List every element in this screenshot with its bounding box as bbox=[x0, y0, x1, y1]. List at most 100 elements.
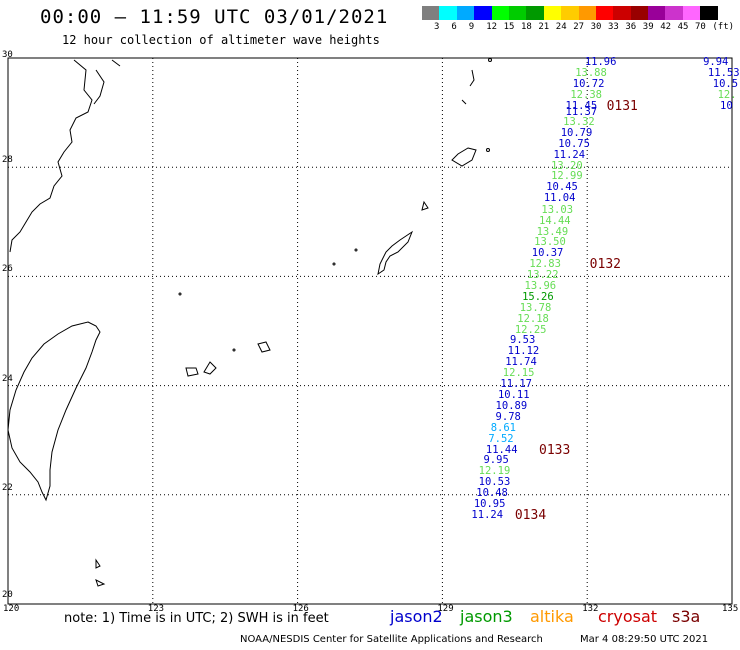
color-scale-label: 21 bbox=[538, 22, 550, 32]
islet bbox=[232, 348, 236, 352]
wave-height-label: 10.79 bbox=[560, 127, 593, 140]
color-swatch bbox=[682, 6, 701, 20]
color-scale-label: 9 bbox=[468, 22, 475, 32]
color-swatch bbox=[491, 6, 509, 20]
color-scale-label: 70 bbox=[695, 22, 706, 32]
map-grid bbox=[7, 57, 733, 605]
color-swatch bbox=[508, 6, 527, 20]
wave-height-label: 10.72 bbox=[572, 78, 605, 91]
wave-height-label: 8.61 bbox=[490, 422, 517, 435]
wave-height-label: 11.04 bbox=[543, 192, 576, 205]
okinawa-island bbox=[377, 230, 414, 276]
map-frame bbox=[7, 57, 733, 605]
x-tick-label: 135 bbox=[722, 604, 739, 614]
wave-height-label: 15.26 bbox=[522, 291, 554, 304]
wave-height-label: 12.18 bbox=[517, 312, 549, 325]
islet bbox=[332, 262, 336, 266]
color-scale-label: 45 bbox=[677, 22, 689, 32]
color-swatch bbox=[474, 6, 492, 20]
ishigaki-island bbox=[203, 361, 217, 375]
x-tick-label: 120 bbox=[3, 604, 20, 614]
color-swatch bbox=[613, 6, 631, 20]
wave-height-label: 12. bbox=[717, 88, 737, 101]
wave-height-label: 9.95 bbox=[483, 454, 509, 467]
wave-height-label: 13.20 bbox=[551, 160, 583, 173]
timestamp: Mar 4 08:29:50 UTC 2021 bbox=[580, 634, 709, 645]
x-tick-label: 126 bbox=[292, 604, 309, 614]
wave-height-label: 11.12 bbox=[507, 345, 540, 358]
color-swatch bbox=[422, 6, 440, 20]
color-swatch bbox=[700, 6, 718, 20]
color-scale-label: 27 bbox=[573, 22, 585, 32]
color-scale-label: 18 bbox=[521, 22, 532, 32]
color-swatch bbox=[630, 6, 649, 20]
color-scale-label: 3 bbox=[434, 22, 440, 32]
wave-height-label: 12.25 bbox=[514, 323, 547, 336]
wave-height-label: 12.99 bbox=[551, 170, 583, 183]
color-scale-label: 15 bbox=[503, 22, 515, 32]
x-tick-label: 129 bbox=[437, 604, 454, 614]
wave-height-label: 10.11 bbox=[497, 388, 530, 401]
wave-height-label: 13.88 bbox=[575, 67, 607, 80]
color-scale-bar bbox=[422, 6, 718, 20]
lanyu-island bbox=[95, 558, 101, 569]
color-swatch bbox=[595, 6, 614, 20]
islet bbox=[178, 292, 182, 296]
color-scale-label: 12 bbox=[486, 22, 498, 32]
coastlines bbox=[7, 58, 492, 587]
wave-height-label: 13.22 bbox=[526, 268, 559, 281]
kyushu-coast bbox=[9, 59, 121, 253]
wave-height-label: 9.94 bbox=[703, 55, 729, 68]
green-island bbox=[95, 579, 106, 587]
pass-id-label: 0131 bbox=[606, 99, 638, 115]
satellite-name: altika bbox=[530, 607, 574, 626]
wave-height-label: 11.24 bbox=[471, 509, 504, 521]
color-swatch bbox=[456, 6, 475, 20]
y-tick-label: 24 bbox=[2, 373, 13, 384]
page-subtitle: 12 hour collection of altimeter wave hei… bbox=[62, 33, 380, 47]
color-swatch bbox=[439, 6, 457, 20]
wave-height-label: 10.89 bbox=[495, 399, 528, 412]
wave-height-label: 13.96 bbox=[524, 279, 557, 292]
wave-height-label: 13.50 bbox=[534, 236, 566, 248]
wave-height-label: 10.48 bbox=[476, 487, 508, 500]
y-tick-label: 22 bbox=[2, 482, 13, 493]
wave-height-label: 11.37 bbox=[565, 105, 598, 118]
yakushima bbox=[461, 99, 467, 105]
wave-height-label: 11.24 bbox=[553, 149, 586, 162]
color-scale-label: 24 bbox=[555, 22, 567, 32]
taiwan-island bbox=[7, 321, 101, 502]
wave-height-label: 11.96 bbox=[584, 55, 617, 68]
color-swatch bbox=[561, 6, 579, 20]
satellite-name: jason3 bbox=[460, 607, 513, 626]
wave-height-label: 11.74 bbox=[505, 356, 537, 369]
color-scale-label: 36 bbox=[625, 22, 637, 32]
color-scale-label: 33 bbox=[608, 22, 619, 32]
pass-id-label: 0132 bbox=[589, 256, 621, 272]
wave-height-label: 10.95 bbox=[473, 498, 506, 511]
tanegashima bbox=[469, 69, 475, 87]
wave-height-label: 11.17 bbox=[500, 377, 532, 390]
x-tick-label: 132 bbox=[582, 604, 599, 614]
wave-height-label: 10.45 bbox=[546, 181, 578, 194]
y-tick-label: 30 bbox=[2, 50, 13, 60]
wave-height-label: 11.44 bbox=[485, 444, 518, 457]
satellite-name: jason2 bbox=[390, 607, 443, 626]
color-swatch bbox=[526, 6, 544, 20]
pass-id-label: 0134 bbox=[514, 508, 547, 523]
color-scale-label: 39 bbox=[642, 22, 654, 32]
y-tick-label: 26 bbox=[2, 264, 13, 275]
wave-height-label: 12.83 bbox=[529, 257, 561, 270]
y-tick-label: 28 bbox=[2, 155, 13, 166]
islet bbox=[486, 148, 490, 152]
wave-height-label: 13.03 bbox=[541, 203, 574, 216]
tokunoshima bbox=[421, 200, 429, 211]
wave-height-label: 10.75 bbox=[558, 138, 590, 151]
wave-height-label: 10.53 bbox=[478, 476, 511, 489]
wave-height-label: 13.49 bbox=[536, 225, 569, 238]
x-tick-label: 123 bbox=[147, 604, 165, 614]
wave-height-label: 10.37 bbox=[531, 246, 564, 259]
wave-height-label: 13.32 bbox=[563, 115, 595, 128]
